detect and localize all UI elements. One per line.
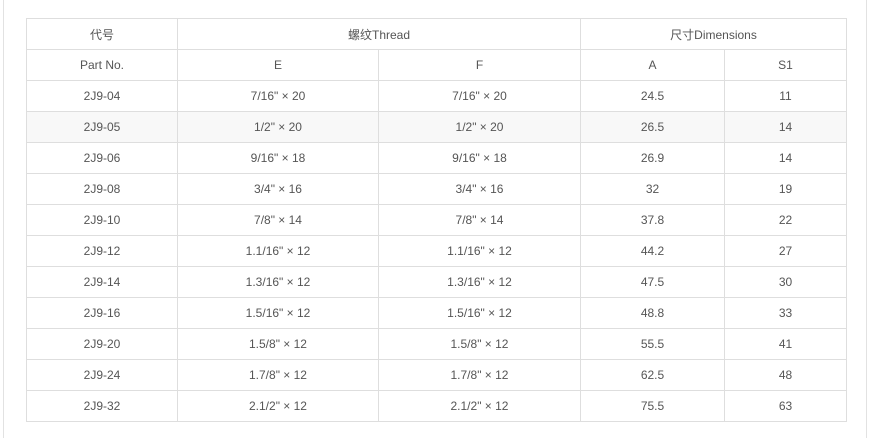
cell-a: 37.8 — [580, 204, 725, 236]
table-row: 2J9-12 1.1/16" × 12 1.1/16" × 12 44.2 27 — [26, 235, 848, 267]
cell-s1: 41 — [723, 328, 848, 360]
table-row: 2J9-20 1.5/8" × 12 1.5/8" × 12 55.5 41 — [26, 328, 848, 360]
cell-f: 7/8" × 14 — [378, 204, 581, 236]
cell-part: 2J9-16 — [26, 297, 178, 329]
cell-e: 1.5/16" × 12 — [177, 297, 379, 329]
cell-s1: 19 — [723, 173, 848, 205]
table-row: 2J9-32 2.1/2" × 12 2.1/2" × 12 75.5 63 — [26, 390, 848, 422]
cell-s1: 63 — [723, 390, 848, 422]
table-row: 2J9-05 1/2" × 20 1/2" × 20 26.5 14 — [26, 111, 848, 143]
cell-f: 2.1/2" × 12 — [378, 390, 581, 422]
table-row: 2J9-14 1.3/16" × 12 1.3/16" × 12 47.5 30 — [26, 266, 848, 298]
cell-part: 2J9-20 — [26, 328, 178, 360]
cell-a: 47.5 — [580, 266, 725, 298]
table-row: 2J9-10 7/8" × 14 7/8" × 14 37.8 22 — [26, 204, 848, 236]
cell-e: 1.5/8" × 12 — [177, 328, 379, 360]
cell-e: 1/2" × 20 — [177, 111, 379, 143]
cell-part: 2J9-24 — [26, 359, 178, 391]
cell-part: 2J9-12 — [26, 235, 178, 267]
cell-a: 26.5 — [580, 111, 725, 143]
cell-e: 1.3/16" × 12 — [177, 266, 379, 298]
cell-s1: 48 — [723, 359, 848, 391]
cell-f: 9/16" × 18 — [378, 142, 581, 174]
table-row: 2J9-08 3/4" × 16 3/4" × 16 32 19 — [26, 173, 848, 205]
cell-f: 7/16" × 20 — [378, 80, 581, 112]
cell-a: 32 — [580, 173, 725, 205]
cell-a: 44.2 — [580, 235, 725, 267]
header-s1: S1 — [723, 49, 848, 81]
cell-s1: 11 — [723, 80, 848, 112]
cell-part: 2J9-06 — [26, 142, 178, 174]
cell-s1: 14 — [723, 142, 848, 174]
cell-a: 24.5 — [580, 80, 725, 112]
cell-part: 2J9-05 — [26, 111, 178, 143]
cell-f: 1.5/16" × 12 — [378, 297, 581, 329]
header-a: A — [580, 49, 725, 81]
header-row-1: 代号 螺纹Thread 尺寸Dimensions — [26, 18, 848, 50]
cell-f: 1.1/16" × 12 — [378, 235, 581, 267]
cell-e: 3/4" × 16 — [177, 173, 379, 205]
cell-s1: 27 — [723, 235, 848, 267]
header-part-cn: 代号 — [26, 18, 178, 50]
table-body: 2J9-04 7/16" × 20 7/16" × 20 24.5 11 2J9-05 1/… — [26, 80, 848, 422]
cell-s1: 33 — [723, 297, 848, 329]
table-row: 2J9-06 9/16" × 18 9/16" × 18 26.9 14 — [26, 142, 848, 174]
header-dimensions: 尺寸Dimensions — [579, 18, 848, 50]
content-frame — [3, 0, 867, 438]
cell-part: 2J9-08 — [26, 173, 178, 205]
cell-a: 75.5 — [580, 390, 725, 422]
header-part-en: Part No. — [26, 49, 178, 81]
cell-e: 9/16" × 18 — [177, 142, 379, 174]
cell-part: 2J9-14 — [26, 266, 178, 298]
cell-f: 1.3/16" × 12 — [378, 266, 581, 298]
cell-a: 62.5 — [580, 359, 725, 391]
cell-e: 1.7/8" × 12 — [177, 359, 379, 391]
table-row: 2J9-24 1.7/8" × 12 1.7/8" × 12 62.5 48 — [26, 359, 848, 391]
cell-a: 55.5 — [580, 328, 725, 360]
cell-e: 7/16" × 20 — [177, 80, 379, 112]
cell-e: 2.1/2" × 12 — [177, 390, 379, 422]
specs-table: 代号 螺纹Thread 尺寸Dimensions Part No. E F A … — [26, 18, 848, 422]
header-thread: 螺纹Thread — [177, 18, 581, 50]
table-row: 2J9-04 7/16" × 20 7/16" × 20 24.5 11 — [26, 80, 848, 112]
cell-f: 3/4" × 16 — [378, 173, 581, 205]
cell-a: 48.8 — [580, 297, 725, 329]
cell-s1: 30 — [723, 266, 848, 298]
cell-part: 2J9-10 — [26, 204, 178, 236]
cell-f: 1.5/8" × 12 — [378, 328, 581, 360]
cell-part: 2J9-04 — [26, 80, 178, 112]
cell-s1: 14 — [723, 111, 848, 143]
cell-f: 1/2" × 20 — [378, 111, 581, 143]
cell-a: 26.9 — [580, 142, 725, 174]
table-row: 2J9-16 1.5/16" × 12 1.5/16" × 12 48.8 33 — [26, 297, 848, 329]
header-row-2: Part No. E F A S1 — [26, 49, 848, 81]
cell-f: 1.7/8" × 12 — [378, 359, 581, 391]
header-f: F — [378, 49, 581, 81]
header-e: E — [177, 49, 379, 81]
cell-e: 7/8" × 14 — [177, 204, 379, 236]
cell-s1: 22 — [723, 204, 848, 236]
cell-e: 1.1/16" × 12 — [177, 235, 379, 267]
cell-part: 2J9-32 — [26, 390, 178, 422]
